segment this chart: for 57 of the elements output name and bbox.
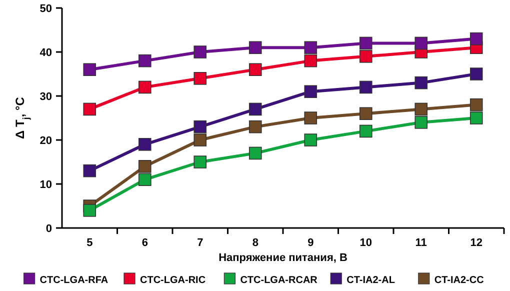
- x-tick-label: 7: [197, 237, 204, 249]
- legend-label: CTC-LGA-RIC: [140, 275, 206, 286]
- point: [359, 124, 372, 138]
- point: [248, 41, 262, 54]
- point: [138, 160, 152, 173]
- point: [470, 68, 483, 80]
- point: [304, 112, 318, 124]
- point: [359, 36, 372, 50]
- legend-label: CT-IA2-CC: [434, 275, 484, 286]
- x-axis-title: Напряжение питания, В: [218, 252, 348, 264]
- x-tick-label: 6: [142, 237, 148, 249]
- point: [470, 32, 483, 46]
- point: [194, 120, 207, 134]
- point: [248, 120, 262, 134]
- point: [359, 80, 372, 94]
- point: [248, 146, 262, 160]
- point: [414, 116, 428, 129]
- point: [470, 98, 483, 112]
- point: [83, 63, 96, 76]
- point: [194, 46, 207, 58]
- point: [138, 138, 152, 151]
- x-tick-label: 10: [360, 237, 372, 249]
- point: [359, 107, 372, 120]
- point: [194, 72, 207, 85]
- point: [194, 134, 207, 146]
- legend-label: CTC-LGA-RCAR: [240, 275, 318, 286]
- point: [414, 102, 428, 116]
- x-tick-label: 9: [308, 237, 314, 249]
- point: [304, 41, 318, 54]
- y-tick-label: 10: [40, 178, 52, 191]
- point: [470, 112, 483, 124]
- point: [138, 54, 152, 68]
- point: [83, 204, 96, 217]
- x-tick-label: 5: [86, 237, 93, 249]
- point: [83, 102, 96, 116]
- y-tick-label: 50: [40, 2, 52, 15]
- legend-label: CTC-LGA-RFA: [40, 275, 108, 286]
- y-tick-label: 30: [40, 90, 52, 103]
- point: [248, 102, 262, 116]
- point: [194, 156, 207, 168]
- x-tick-label: 11: [415, 237, 427, 249]
- point: [83, 164, 96, 178]
- point: [359, 50, 372, 63]
- point: [248, 63, 262, 76]
- y-tick-label: 0: [46, 222, 52, 235]
- x-tick-label: 12: [470, 237, 482, 249]
- legend-label: CT-IA2-AL: [346, 275, 395, 286]
- point: [138, 173, 152, 186]
- point: [304, 134, 318, 146]
- x-tick-label: 8: [252, 237, 258, 249]
- point: [414, 76, 428, 90]
- point: [304, 54, 318, 68]
- point: [304, 85, 318, 98]
- point: [414, 36, 428, 50]
- point: [138, 80, 152, 94]
- y-tick-label: 40: [40, 46, 52, 59]
- y-tick-label: 20: [40, 134, 52, 147]
